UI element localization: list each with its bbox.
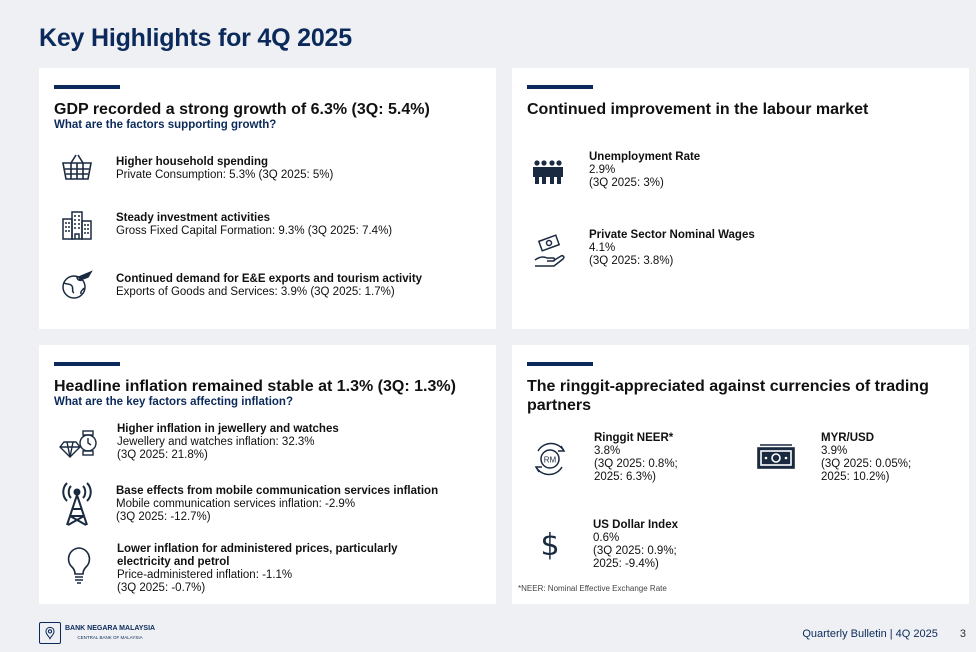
inflation-card-title: Headline inflation remained stable at 1.…: [54, 378, 456, 395]
list-item: Base effects from mobile communication s…: [116, 485, 438, 524]
item-comparison-year: 2025: 6.3%): [594, 471, 657, 483]
item-comparison: (3Q 2025: 0.9%;: [593, 545, 677, 557]
item-value: Price-administered inflation: -1.1%: [117, 569, 293, 581]
workers-group-icon: [530, 154, 566, 190]
wages-hand-icon: [532, 234, 568, 270]
list-item: Unemployment Rate 2.9% (3Q 2025: 3%): [589, 151, 700, 190]
item-value: Exports of Goods and Services: 3.9% (3Q …: [116, 286, 395, 298]
item-heading: Base effects from mobile communication s…: [116, 485, 439, 497]
footer-right: Quarterly Bulletin | 4Q 2025 3: [802, 628, 966, 640]
footnote: *NEER: Nominal Effective Exchange Rate: [518, 584, 667, 593]
list-item: Steady investment activities Gross Fixed…: [116, 212, 392, 238]
item-heading: Higher household spending: [116, 156, 269, 168]
svg-text:RM: RM: [544, 456, 557, 465]
inflation-card: Headline inflation remained stable at 1.…: [39, 345, 496, 604]
item-heading: MYR/USD: [821, 432, 875, 444]
cell-tower-icon: [59, 482, 95, 526]
item-comparison: (3Q 2025: -0.7%): [117, 582, 206, 594]
item-value: 0.6%: [593, 532, 620, 544]
list-item: Private Sector Nominal Wages 4.1% (3Q 20…: [589, 229, 755, 268]
item-comparison: (3Q 2025: 0.8%;: [594, 458, 678, 470]
ringgit-card: The ringgit‑appreciated against currenci…: [512, 345, 969, 604]
item-heading: Higher inflation in jewellery and watche…: [117, 423, 339, 435]
item-heading: Private Sector Nominal Wages: [589, 229, 755, 241]
ringgit-card-title: The ringgit‑appreciated against currenci…: [527, 377, 929, 415]
page-title: Key Highlights for 4Q 2025: [39, 24, 352, 52]
item-comparison: (3Q 2025: 21.8%): [117, 449, 208, 461]
list-item: MYR/USD 3.9% (3Q 2025: 0.05%; 2025: 10.2…: [821, 432, 911, 484]
shopping-basket-icon: [59, 150, 95, 186]
item-comparison-year: 2025: -9.4%): [593, 558, 659, 570]
item-comparison: (3Q 2025: -12.7%): [116, 511, 211, 523]
item-value: Jewellery and watches inflation: 32.3%: [117, 436, 315, 448]
gdp-card-title: GDP recorded a strong growth of 6.3% (3Q…: [54, 101, 430, 118]
publication-label: Quarterly Bulletin | 4Q 2025: [802, 628, 938, 640]
item-heading: Unemployment Rate: [589, 151, 701, 163]
list-item: Continued demand for E&E exports and tou…: [116, 273, 422, 299]
logo-name: BANK NEGARA MALAYSIA: [65, 625, 156, 632]
buildings-icon: [59, 207, 95, 243]
item-comparison: (3Q 2025: 3.8%): [589, 255, 674, 267]
item-value: Mobile communication services inflation:…: [116, 498, 356, 510]
item-value: 3.9%: [821, 445, 848, 457]
item-value: 3.8%: [594, 445, 621, 457]
item-comparison: (3Q 2025: 0.05%;: [821, 458, 912, 470]
list-item: US Dollar Index 0.6% (3Q 2025: 0.9%; 202…: [593, 519, 678, 571]
accent-bar: [527, 362, 593, 366]
accent-bar: [527, 85, 593, 89]
bnm-crest-icon: [39, 622, 61, 644]
rm-exchange-icon: RM: [530, 439, 570, 479]
item-value: Gross Fixed Capital Formation: 9.3% (3Q …: [116, 225, 393, 237]
item-heading: Lower inflation for administered prices,…: [117, 543, 398, 555]
diamond-watch-icon: [57, 425, 99, 461]
svg-text:$: $: [540, 528, 559, 561]
logo-subname: CENTRAL BANK OF MALAYSIA: [77, 635, 143, 640]
item-heading: US Dollar Index: [593, 519, 678, 531]
list-item: Ringgit NEER* 3.8% (3Q 2025: 0.8%; 2025:…: [594, 432, 678, 484]
lightbulb-icon: [61, 545, 97, 587]
labour-card: Continued improvement in the labour mark…: [512, 68, 969, 329]
labour-card-title: Continued improvement in the labour mark…: [527, 101, 869, 118]
item-value: 4.1%: [589, 242, 616, 254]
item-heading: Continued demand for E&E exports and tou…: [116, 273, 423, 285]
inflation-card-subtitle: What are the key factors affecting infla…: [54, 396, 293, 408]
gdp-card-subtitle: What are the factors supporting growth?: [54, 119, 277, 131]
dollar-sign-icon: $: [532, 525, 568, 563]
item-value: Private Consumption: 5.3% (3Q 2025: 5%): [116, 169, 334, 181]
bnm-logo: BANK NEGARA MALAYSIA CENTRAL BANK OF MAL…: [39, 622, 155, 644]
banknote-icon: [755, 439, 797, 475]
accent-bar: [54, 362, 120, 366]
item-heading-cont: electricity and petrol: [117, 556, 230, 568]
page-number: 3: [959, 628, 966, 640]
ringgit-title-line1: The ringgit‑appreciated against currenci…: [527, 378, 929, 395]
gdp-card: GDP recorded a strong growth of 6.3% (3Q…: [39, 68, 496, 329]
globe-plane-icon: [59, 267, 95, 303]
list-item: Lower inflation for administered prices,…: [117, 543, 398, 595]
item-heading: Ringgit NEER*: [594, 432, 674, 444]
item-heading: Steady investment activities: [116, 212, 271, 224]
list-item: Higher household spending Private Consum…: [116, 156, 333, 182]
accent-bar: [54, 85, 120, 89]
item-comparison: (3Q 2025: 3%): [589, 177, 664, 189]
item-value: 2.9%: [589, 164, 616, 176]
list-item: Higher inflation in jewellery and watche…: [117, 423, 339, 462]
item-comparison-year: 2025: 10.2%): [821, 471, 890, 483]
ringgit-title-line2: partners: [527, 397, 592, 414]
